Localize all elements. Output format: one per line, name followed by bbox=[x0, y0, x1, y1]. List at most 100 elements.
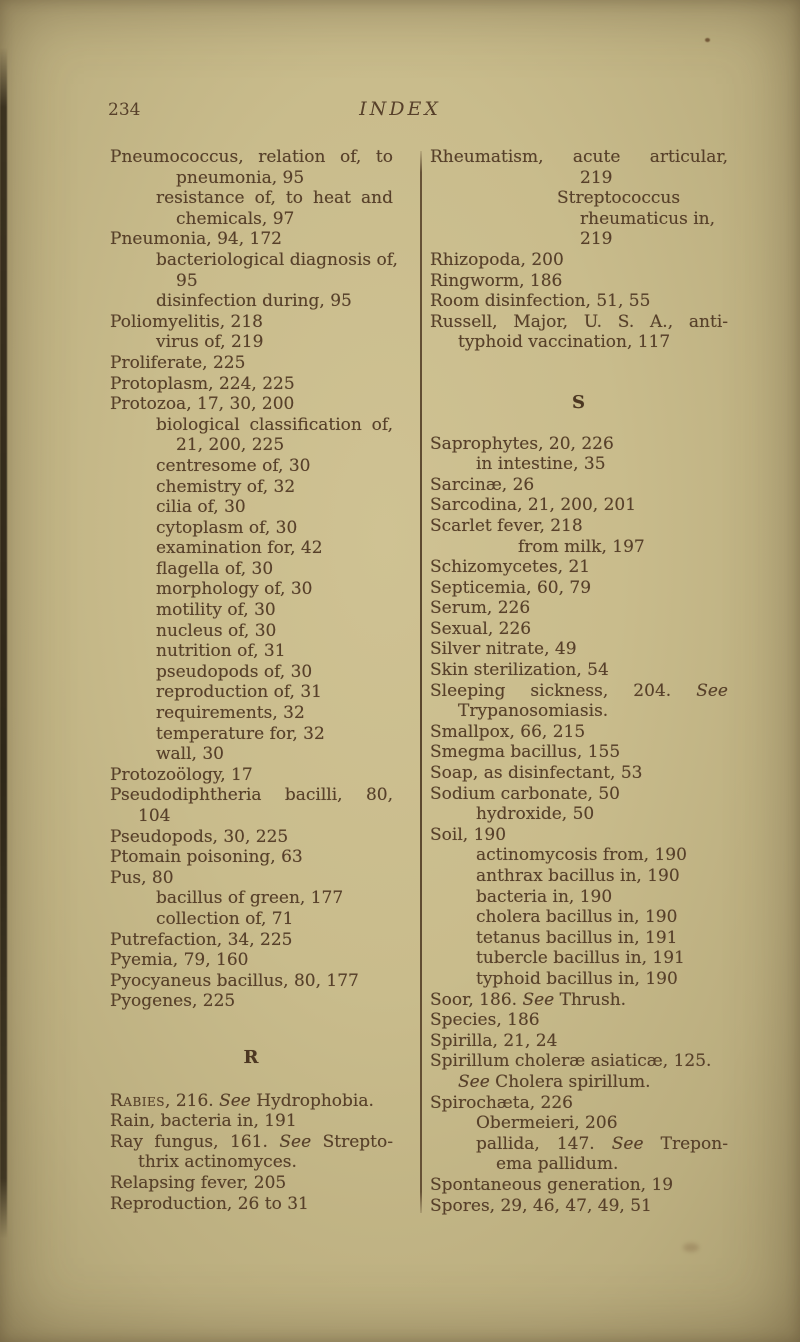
index-entry-line: Pseudodiphtheria bacilli, 80, bbox=[110, 785, 393, 806]
index-entry-line: motility of, 30 bbox=[156, 600, 276, 621]
index-entry-line: Soor, 186. See Thrush. bbox=[430, 989, 627, 1010]
index-entry-line: Putrefaction, 34, 225 bbox=[110, 929, 293, 950]
index-entry-line: 219 bbox=[580, 167, 613, 188]
index-entry-line: Streptococcus bbox=[557, 188, 681, 209]
index-entry-line: pneumonia, 95 bbox=[176, 167, 305, 188]
index-entry-line: centresome of, 30 bbox=[156, 455, 311, 476]
index-entry-line: Protozoa, 17, 30, 200 bbox=[110, 394, 295, 415]
index-entry-line: reproduction of, 31 bbox=[156, 682, 322, 703]
index-entry-line: wall, 30 bbox=[156, 744, 224, 765]
index-entry-line: Sodium carbonate, 50 bbox=[430, 783, 620, 804]
index-entry-line: bacillus of green, 177 bbox=[156, 888, 344, 909]
index-entry-line: Species, 186 bbox=[430, 1010, 540, 1031]
column-divider-rule bbox=[420, 151, 422, 1213]
index-entry-line: tetanus bacillus in, 191 bbox=[476, 927, 678, 948]
index-column-left: Pneumococcus, relation of, to pneumonia, … bbox=[110, 147, 398, 1214]
index-entry-line: in intestine, 35 bbox=[476, 454, 606, 475]
index-entry-line: hydroxide, 50 bbox=[476, 804, 595, 825]
index-entry-line: Saprophytes, 20, 226 bbox=[430, 433, 614, 454]
index-entry-line: Pus, 80 bbox=[110, 867, 174, 888]
index-entry-line: Relapsing fever, 205 bbox=[110, 1172, 287, 1193]
index-entry-line: morphology of, 30 bbox=[156, 579, 313, 600]
index-entry-line: Schizomycetes, 21 bbox=[430, 557, 591, 578]
index-entry-line: 21, 200, 225 bbox=[176, 435, 285, 456]
index-entry-line: typhoid bacillus in, 190 bbox=[476, 968, 678, 989]
index-entry-line: anthrax bacillus in, 190 bbox=[476, 866, 680, 886]
page-number: 234 bbox=[108, 100, 141, 120]
index-entry-line: disinfection during, 95 bbox=[156, 291, 352, 312]
index-entry-line: Protozoölogy, 17 bbox=[110, 764, 253, 785]
index-entry-line: Spontaneous generation, 19 bbox=[430, 1174, 674, 1195]
index-entry-line: Pseudopods, 30, 225 bbox=[110, 826, 289, 847]
index-entry-line: Rheumatism, acute articular, bbox=[430, 147, 728, 167]
index-entry-line: Scarlet fever, 218 bbox=[430, 515, 583, 536]
index-entry-line: nutrition of, 31 bbox=[156, 641, 286, 662]
index-entry-line: actinomycosis from, 190 bbox=[476, 845, 687, 866]
index-entry-line: Silver nitrate, 49 bbox=[430, 639, 577, 660]
index-entry-line: rheumaticus in, bbox=[580, 208, 715, 229]
index-entry-line: Spirillum choleræ asiaticæ, 125. bbox=[430, 1051, 712, 1072]
index-entry-line: ema pallidum. bbox=[496, 1154, 619, 1175]
index-entry-line: Trypanosomiasis. bbox=[458, 701, 609, 722]
index-entry-line: Room disinfection, 51, 55 bbox=[430, 291, 651, 312]
index-entry-line: thrix actinomyces. bbox=[138, 1152, 297, 1173]
index-entry-line: typhoid vaccination, 117 bbox=[458, 332, 671, 353]
index-entry-line: Protoplasm, 224, 225 bbox=[110, 373, 295, 394]
index-entry-line: 95 bbox=[176, 270, 198, 291]
index-entry-line: Pyogenes, 225 bbox=[110, 991, 236, 1012]
index-entry-line: chemicals, 97 bbox=[176, 208, 295, 229]
index-entry-line: flagella of, 30 bbox=[156, 558, 274, 579]
ink-dot-mark bbox=[705, 38, 710, 42]
index-entry-line: Ray fungus, 161. See Strepto- bbox=[110, 1131, 393, 1152]
index-entry-line: virus of, 219 bbox=[156, 332, 264, 353]
index-entry-line: Russell, Major, U. S. A., anti- bbox=[430, 311, 728, 332]
index-entry-line: See Cholera spirillum. bbox=[458, 1071, 651, 1092]
index-entry-line: Pneumococcus, relation of, to bbox=[110, 147, 393, 167]
index-entry-line: Pyemia, 79, 160 bbox=[110, 950, 249, 971]
index-entry-line: Spirilla, 21, 24 bbox=[430, 1030, 558, 1051]
index-entry-line: nucleus of, 30 bbox=[156, 620, 277, 641]
index-entry-line: from milk, 197 bbox=[518, 536, 645, 557]
index-entry-line: Proliferate, 225 bbox=[110, 352, 246, 373]
index-entry-line: Skin sterilization, 54 bbox=[430, 660, 609, 681]
index-entry-line: Ringworm, 186 bbox=[430, 270, 563, 291]
index-entry-line: Poliomyelitis, 218 bbox=[110, 311, 263, 332]
index-entry-line: bacteria in, 190 bbox=[476, 886, 613, 907]
index-entry-line: Sexual, 226 bbox=[430, 618, 532, 639]
index-entry-line: Sarcinæ, 26 bbox=[430, 474, 535, 495]
index-entry-line: Rhizopoda, 200 bbox=[430, 249, 564, 270]
index-entry-line: Smegma bacillus, 155 bbox=[430, 742, 621, 763]
paper-smudge-mark bbox=[683, 1243, 699, 1252]
index-entry-line: Rabies, 216. See Hydrophobia. bbox=[110, 1090, 374, 1111]
index-entry-line: Sleeping sickness, 204. See bbox=[430, 680, 728, 701]
index-entry-line: resistance of, to heat and bbox=[156, 188, 393, 209]
index-entry-line: Obermeieri, 206 bbox=[476, 1113, 618, 1134]
index-entry-line: Reproduction, 26 to 31 bbox=[110, 1193, 309, 1214]
index-entry-line: Sarcodina, 21, 200, 201 bbox=[430, 495, 637, 516]
index-entry-line: Soil, 190 bbox=[430, 824, 507, 845]
index-entry-line: tubercle bacillus in, 191 bbox=[476, 948, 685, 969]
index-entry-line: Spores, 29, 46, 47, 49, 51 bbox=[430, 1195, 652, 1216]
section-heading-s: S bbox=[572, 391, 586, 413]
index-entry-line: temperature for, 32 bbox=[156, 723, 325, 744]
index-entry-line: collection of, 71 bbox=[156, 908, 294, 929]
index-entry-line: Soap, as disinfectant, 53 bbox=[430, 763, 643, 784]
index-entry-line: Serum, 226 bbox=[430, 598, 531, 619]
index-entry-line: Pneumonia, 94, 172 bbox=[110, 229, 282, 250]
index-entry-line: 219 bbox=[580, 229, 613, 250]
index-entry-line: bacteriological diagnosis of, bbox=[156, 249, 398, 270]
section-heading-r: R bbox=[243, 1046, 260, 1068]
index-column-right: Rheumatism, acute articular, 219 Streptoco… bbox=[430, 147, 728, 1216]
page-gutter-shadow bbox=[0, 48, 7, 1238]
index-entry-line: pallida, 147. See Trepon- bbox=[476, 1133, 728, 1154]
index-entry-line: biological classification of, bbox=[156, 414, 393, 435]
index-entry-line: Smallpox, 66, 215 bbox=[430, 721, 586, 742]
page-title: INDEX bbox=[359, 98, 441, 120]
index-entry-line: cholera bacillus in, 190 bbox=[476, 907, 678, 928]
index-entry-line: Rain, bacteria in, 191 bbox=[110, 1111, 297, 1132]
index-entry-line: requirements, 32 bbox=[156, 703, 305, 724]
index-entry-line: cytoplasm of, 30 bbox=[156, 517, 298, 538]
index-entry-line: cilia of, 30 bbox=[156, 497, 246, 518]
index-entry-line: Spirochæta, 226 bbox=[430, 1092, 573, 1113]
